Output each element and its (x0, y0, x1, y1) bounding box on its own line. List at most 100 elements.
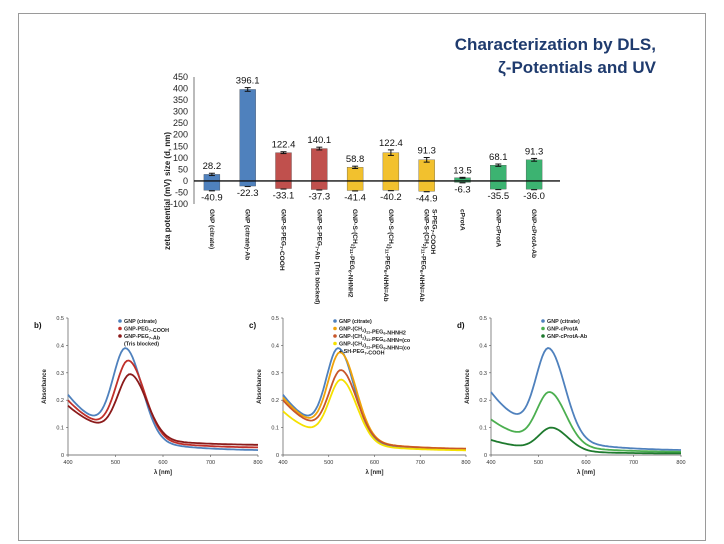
size-axis-label: size (d, nm) (163, 132, 172, 176)
absorbance-curve (67, 347, 259, 451)
y-tick-label: 0.2 (271, 398, 279, 404)
x-tick-label: 700 (629, 460, 638, 466)
legend-entry: GNP (citrate) (124, 319, 157, 325)
y-tick-label: 350 (173, 95, 188, 105)
absorbance-curve (282, 369, 466, 450)
x-tick-label: 400 (486, 460, 495, 466)
y-tick-label: 0.4 (56, 343, 64, 349)
y-tick-label: 0.5 (56, 316, 64, 322)
zeta-value-label: -33.1 (273, 191, 295, 202)
legend-marker (541, 319, 545, 323)
legend-marker (541, 326, 545, 331)
slide-title-line-2: ζ-Potentials and UV (497, 58, 656, 77)
legend-marker (333, 334, 337, 338)
category-label: GNP-S-(CH2)11-PEG6-NHN=Ab (418, 209, 430, 302)
x-tick-label: 700 (416, 460, 425, 466)
category-label: GNP-S-(CH2)11-PEG6-NHNH2 (346, 209, 358, 298)
legend-marker (333, 326, 337, 331)
category-label: GNP-cProtA (494, 209, 501, 247)
size-value-label: 91.3 (417, 146, 436, 157)
category-label: GNP-S-(CH2)11-PEG6-NHN=Ab (382, 209, 394, 302)
size-bar (490, 165, 507, 182)
y-tick-label: 0 (183, 176, 188, 186)
y-tick-label: 150 (173, 141, 188, 151)
category-label: cProtA (459, 209, 466, 231)
legend-entry: GNP-cProtA-Ab (547, 334, 588, 340)
size-bar (418, 159, 435, 182)
zeta-bar (525, 180, 543, 190)
zeta-axis-label: zeta potential (mV) (163, 179, 172, 250)
category-label: GNP (citrate) (208, 209, 215, 249)
category-label: S-PEG7-COOH (429, 209, 438, 254)
legend-entry: GNP-cProtA (547, 327, 578, 333)
legend-marker (541, 334, 545, 338)
y-tick-label: 0.2 (56, 398, 64, 404)
x-tick-label: 600 (581, 460, 590, 466)
slide-title-line-1: Characterization by DLS, (454, 35, 656, 54)
x-tick-label: 800 (253, 460, 262, 466)
absorbance-curve (67, 359, 258, 449)
y-tick-label: 0 (276, 453, 279, 459)
y-tick-label: 0 (484, 453, 487, 459)
absorbance-curve (67, 373, 258, 446)
absorbance-curve (490, 347, 681, 451)
x-tick-label: 400 (63, 460, 72, 466)
size-value-label: 122.4 (272, 140, 296, 151)
legend-entry: (Tris blocked) (124, 342, 159, 348)
panel-letter: b) (34, 321, 42, 330)
legend-marker (118, 319, 122, 323)
size-bar (382, 152, 400, 182)
absorbance-curve (282, 351, 466, 450)
zeta-value-label: -41.4 (344, 192, 366, 203)
zeta-value-label: -22.3 (237, 188, 259, 199)
x-tick-label: 600 (158, 460, 167, 466)
y-tick-label: 0.5 (479, 316, 487, 322)
zeta-bar (346, 180, 364, 191)
legend-marker (333, 319, 337, 323)
zeta-value-label: -37.3 (308, 192, 330, 203)
bar-chart: size (d, nm) zeta potential (mV) 450 400350… (163, 72, 560, 304)
size-value-label: 122.4 (379, 138, 403, 149)
x-axis-label: λ [nm] (366, 470, 384, 476)
x-tick-label: 600 (370, 460, 379, 466)
size-value-label: 58.8 (346, 154, 365, 165)
y-tick-label: 0 (61, 453, 64, 459)
size-value-label: 13.5 (453, 165, 472, 176)
y-tick-label: -50 (175, 187, 188, 197)
legend-entry: GNP-PEG7-Ab (124, 334, 161, 341)
legend-entry: GNP-(CH2)11-PEG6-NHN=(co (339, 342, 411, 352)
legend-entry: GNP-(CH2)11-PEG6-NHNH2 (339, 327, 406, 337)
y-tick-label: 0.1 (479, 426, 487, 432)
y-tick-label: 450 (173, 72, 188, 82)
zeta-value-label: -36.0 (523, 191, 545, 202)
y-tick-label: 0.4 (479, 343, 487, 349)
x-tick-label: 400 (278, 460, 287, 466)
size-bar (346, 167, 364, 182)
uv-panel-b: b) 0 0.1 0.2 0.3 0.4 0.5 400 500 600 700 800 λ [nm] A… (34, 316, 263, 476)
zeta-bar (490, 180, 507, 190)
panel-letter: c) (249, 321, 256, 330)
legend-entry: + SH-PEG7-COOH (339, 349, 385, 356)
zeta-value-label: -35.5 (487, 191, 509, 202)
x-tick-label: 800 (676, 460, 685, 466)
x-tick-label: 500 (111, 460, 120, 466)
x-axis-label: λ [nm] (577, 470, 595, 476)
y-axis-label: Absorbance (257, 369, 263, 404)
legend-marker (333, 341, 337, 346)
zeta-bar (203, 180, 221, 191)
y-tick-label: 0.5 (271, 316, 279, 322)
uv-panel-d: d) 0 0.1 0.2 0.3 0.4 0.5 400 500 600 700 800 λ [nm] A… (457, 316, 686, 476)
zeta-value-label: -40.9 (201, 192, 223, 203)
y-axis-label: Absorbance (42, 369, 48, 404)
x-tick-label: 800 (461, 460, 470, 466)
category-label: GNP-cProtA-Ab (530, 209, 537, 258)
category-label: GNP-S-PEG7-COOH (278, 209, 287, 271)
size-bar (275, 152, 292, 182)
zeta-bar (382, 180, 400, 191)
y-tick-label: 300 (173, 107, 188, 117)
y-tick-label: -100 (170, 199, 188, 209)
y-tick-label: 0.4 (271, 343, 279, 349)
legend-marker (118, 334, 122, 338)
y-tick-label: 0.1 (56, 426, 64, 432)
